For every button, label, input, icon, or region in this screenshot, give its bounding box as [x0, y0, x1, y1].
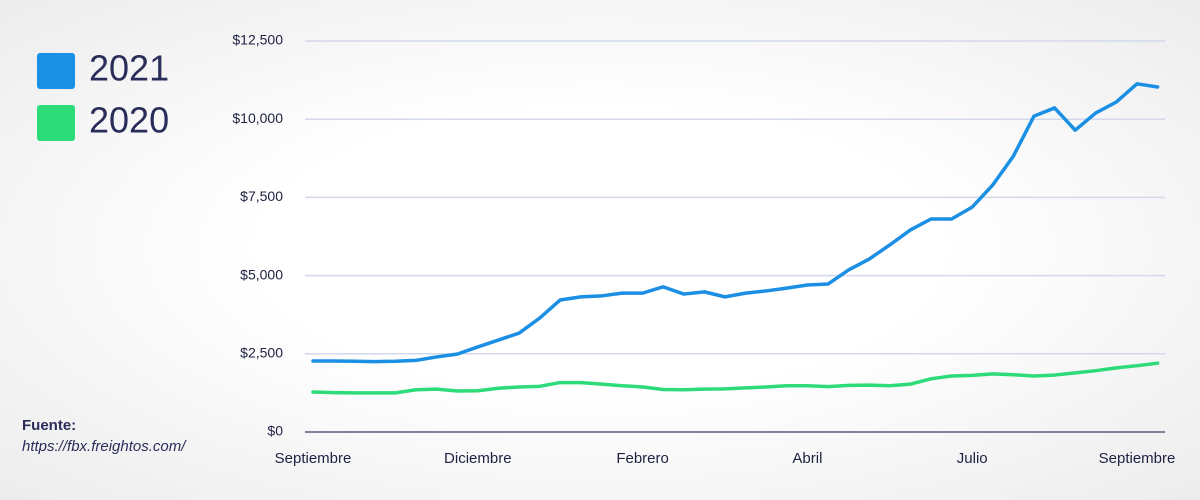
y-tick-label: $0	[267, 423, 283, 439]
x-tick-label: Julio	[957, 450, 988, 467]
x-tick-label: Febrero	[616, 450, 669, 467]
x-tick-label: Septiembre	[275, 450, 352, 467]
x-tick-label: Abril	[792, 450, 822, 467]
x-tick-label: Septiembre	[1099, 450, 1176, 467]
series-line	[311, 82, 1160, 364]
source-url: https://fbx.freightos.com/	[22, 438, 187, 455]
y-tick-label: $10,000	[232, 110, 283, 126]
y-tick-label: $2,500	[240, 345, 283, 361]
x-tick-label: Diciembre	[444, 450, 512, 467]
legend-swatch	[37, 53, 75, 89]
y-tick-label: $5,000	[240, 266, 283, 282]
legend-swatch	[37, 105, 75, 141]
legend-label: 2021	[89, 48, 169, 89]
legend-label: 2020	[89, 100, 169, 141]
y-tick-label: $7,500	[240, 188, 283, 204]
source-label: Fuente:	[22, 417, 76, 434]
y-tick-label: $12,500	[232, 32, 283, 48]
series-line	[311, 361, 1160, 395]
